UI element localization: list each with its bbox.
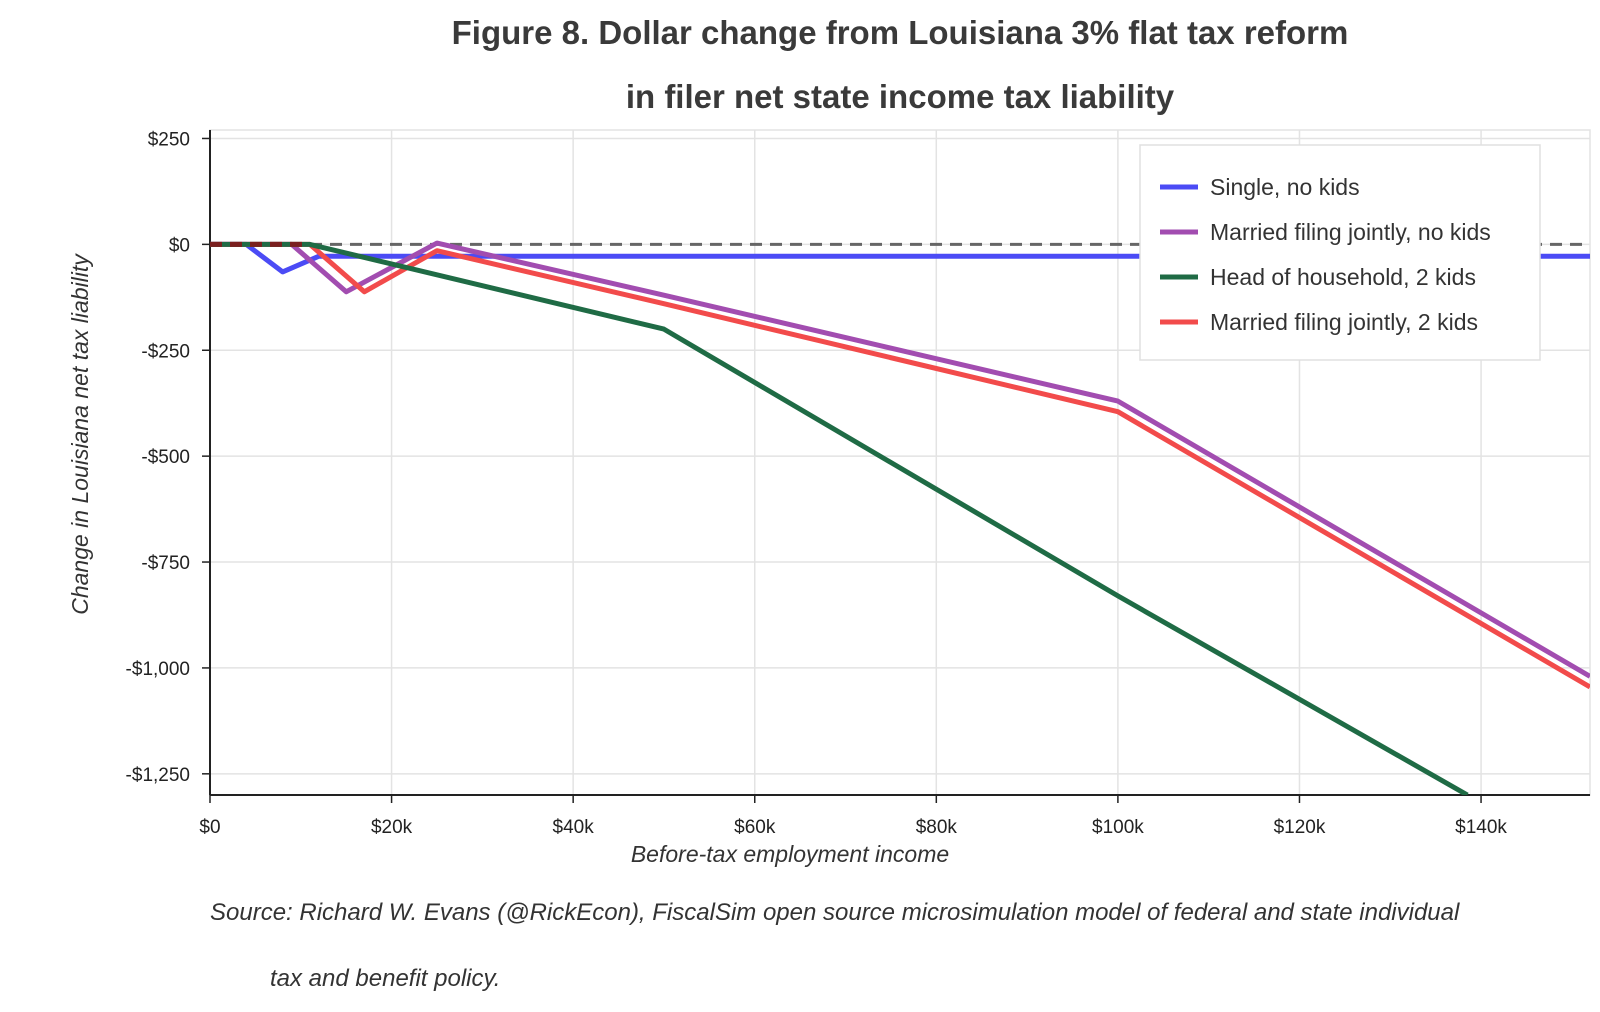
legend-label: Married filing jointly, 2 kids: [1210, 309, 1478, 335]
line-chart: $0 $20k $40k $60k $80k $100k $120k $140k $250 $0 -…: [67, 129, 1591, 867]
y-tick-label: -$250: [141, 341, 190, 362]
x-tick-label: $140k: [1455, 817, 1507, 838]
y-tick-label: -$1,000: [126, 659, 190, 680]
x-tick-label: $40k: [553, 817, 595, 838]
chart-title-line1: Figure 8. Dollar change from Louisiana 3…: [451, 14, 1349, 51]
legend-label: Head of household, 2 kids: [1210, 264, 1476, 290]
y-tick-label: -$500: [141, 447, 190, 468]
x-tick-label: $120k: [1274, 817, 1326, 838]
legend-label: Single, no kids: [1210, 174, 1360, 200]
x-tick-label: $60k: [734, 817, 776, 838]
y-tick-label: $0: [169, 235, 190, 256]
y-tick-label: -$1,250: [126, 765, 190, 786]
legend-box: [1139, 144, 1541, 361]
y-axis-title: Change in Louisiana net tax liability: [67, 253, 93, 615]
x-tick-label: $20k: [371, 817, 413, 838]
x-tick-label: $80k: [916, 817, 958, 838]
y-tick-label: -$750: [141, 553, 190, 574]
source-note: Source: Richard W. Evans (@RickEcon), Fi…: [210, 880, 1590, 1012]
legend-label: Married filing jointly, no kids: [1210, 219, 1491, 245]
y-tick-label: $250: [148, 129, 190, 150]
chart-title-line2: in filer net state income tax liability: [625, 78, 1175, 115]
x-tick-label: $100k: [1092, 817, 1144, 838]
source-line2: tax and benefit policy.: [270, 965, 501, 992]
x-tick-label: $0: [199, 817, 220, 838]
x-axis-title: Before-tax employment income: [631, 841, 949, 867]
source-line1: Source: Richard W. Evans (@RickEcon), Fi…: [210, 899, 1460, 926]
